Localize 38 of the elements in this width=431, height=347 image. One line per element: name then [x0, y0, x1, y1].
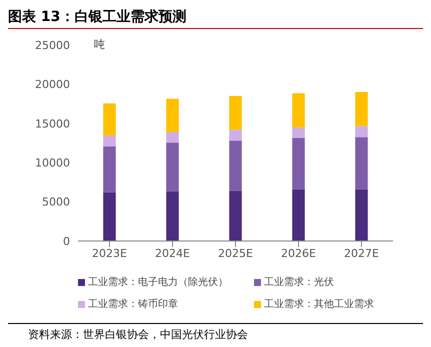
legend-label: 工业需求：光伏 — [264, 276, 334, 289]
x-tick-label: 2027E — [344, 246, 380, 260]
bar — [292, 138, 305, 190]
y-tick-label: 0 — [63, 234, 70, 248]
bar — [166, 98, 179, 132]
bar — [103, 103, 116, 136]
bar — [292, 189, 305, 241]
bar — [292, 93, 305, 128]
bar — [355, 189, 368, 241]
y-axis-title: 吨 — [94, 37, 105, 52]
y-tick-label: 15000 — [35, 117, 70, 130]
bar — [166, 142, 179, 192]
x-tick-label: 2026E — [281, 246, 316, 260]
bar — [355, 137, 368, 190]
bar — [166, 132, 179, 143]
y-tick-label: 25000 — [35, 38, 70, 52]
bar — [355, 92, 368, 126]
bar — [103, 146, 116, 192]
bar — [292, 127, 305, 138]
bar — [229, 130, 242, 141]
y-tick-label: 20000 — [35, 78, 70, 92]
x-tick-label: 2025E — [218, 246, 254, 260]
chart-title: 图表 13：白银工业需求预测 — [8, 8, 423, 29]
bar — [103, 192, 116, 241]
x-tick-label: 2024E — [155, 246, 190, 260]
x-tick-label: 2023E — [92, 246, 128, 260]
bar — [229, 190, 242, 241]
y-tick-label: 10000 — [35, 156, 70, 170]
bar — [229, 96, 242, 130]
bar — [166, 191, 179, 241]
bar — [103, 136, 116, 147]
legend-label: 工业需求：其他工业需求 — [264, 298, 374, 311]
y-tick-label: 5000 — [42, 196, 70, 209]
bar — [355, 126, 368, 138]
text: 资料来源：世界白银协会，中国光伏行业协会 — [28, 327, 249, 342]
legend-label: 工业需求：电子电力（除光伏） — [88, 276, 228, 289]
bar — [229, 140, 242, 191]
legend-label: 工业需求：铸币印章 — [88, 298, 178, 311]
